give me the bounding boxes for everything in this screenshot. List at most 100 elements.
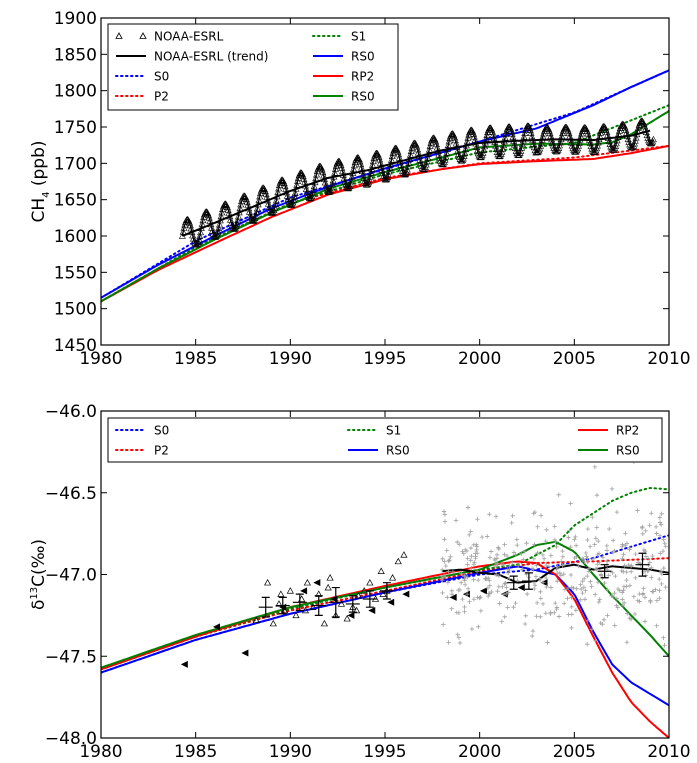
data-point	[633, 575, 638, 581]
y-tick-label: −47.0	[45, 566, 97, 586]
data-point	[346, 180, 354, 187]
data-point	[256, 192, 264, 200]
data-point	[583, 588, 588, 593]
data-point	[457, 542, 462, 547]
data-point	[659, 581, 664, 587]
data-point	[495, 562, 500, 568]
data-point	[535, 524, 540, 529]
data-point	[254, 200, 262, 208]
data-point	[451, 136, 459, 144]
data-point	[654, 598, 660, 603]
data-point	[335, 157, 343, 165]
data-point	[614, 509, 620, 515]
data-point	[340, 174, 348, 182]
data-point	[402, 590, 410, 598]
data-point	[436, 157, 444, 164]
data-point	[387, 160, 395, 167]
series-obs-left-triangles-8	[180, 579, 548, 668]
data-point	[606, 140, 614, 148]
error-bar	[597, 564, 612, 579]
data-point	[492, 145, 500, 152]
data-point	[397, 161, 405, 168]
data-point	[604, 543, 610, 549]
x-tick-label: 1990	[269, 742, 312, 762]
data-point	[642, 595, 648, 600]
data-point	[458, 580, 464, 585]
legend-swatch	[139, 32, 147, 39]
data-point	[214, 228, 222, 235]
data-point	[465, 505, 471, 510]
data-point	[227, 216, 235, 223]
data-point	[475, 595, 480, 600]
data-point	[442, 512, 448, 517]
data-point	[516, 563, 521, 568]
data-point	[623, 129, 631, 136]
data-point	[654, 623, 659, 628]
data-point	[568, 501, 573, 506]
data-point	[440, 622, 446, 627]
x-tick-label: 2000	[458, 349, 501, 369]
data-point	[594, 492, 600, 498]
data-point	[657, 533, 663, 538]
data-point	[456, 635, 462, 640]
data-point	[602, 126, 610, 133]
data-point	[576, 136, 584, 143]
legend-label: S1	[386, 424, 401, 438]
data-point	[657, 515, 663, 520]
data-point	[595, 579, 601, 585]
data-point	[494, 556, 500, 561]
data-point	[476, 577, 481, 583]
legend-box	[107, 23, 399, 111]
data-point	[571, 585, 576, 591]
data-point	[470, 130, 478, 137]
data-point	[600, 621, 605, 627]
data-point	[283, 192, 291, 199]
data-point	[341, 178, 349, 185]
data-point	[500, 584, 505, 589]
data-point	[612, 623, 617, 628]
data-point	[310, 182, 318, 190]
data-point	[632, 611, 638, 617]
data-point	[479, 149, 487, 156]
series-rs0-5	[101, 540, 669, 669]
x-tick-label: 1985	[174, 349, 217, 369]
x-tick-label: 2010	[647, 742, 690, 762]
data-point	[649, 565, 654, 570]
data-point	[312, 174, 320, 182]
data-point	[472, 560, 477, 565]
data-point	[628, 144, 636, 151]
data-point	[379, 169, 387, 177]
data-point	[581, 576, 587, 581]
data-point	[649, 135, 657, 143]
data-point	[648, 598, 653, 603]
data-point	[571, 148, 579, 155]
data-point	[647, 523, 652, 528]
data-point	[463, 137, 471, 145]
legend-swatch	[115, 32, 123, 39]
data-point	[272, 197, 280, 204]
data-point	[624, 584, 629, 589]
data-point	[516, 149, 524, 156]
x-tick-label: 1995	[363, 349, 406, 369]
data-point	[650, 553, 655, 559]
data-point	[246, 211, 254, 218]
data-point	[406, 155, 414, 162]
data-point	[481, 139, 489, 146]
data-point	[568, 544, 573, 550]
data-point	[593, 536, 599, 541]
data-point	[523, 613, 528, 619]
data-point	[509, 520, 514, 526]
data-point	[546, 564, 552, 569]
data-point	[488, 126, 496, 133]
data-point	[439, 574, 445, 580]
data-point	[328, 180, 336, 188]
data-point	[388, 152, 396, 159]
data-point	[443, 149, 451, 156]
data-point	[613, 136, 621, 144]
data-point	[196, 232, 204, 239]
data-point	[273, 192, 281, 200]
legend-label: RS0	[351, 50, 375, 64]
data-point	[448, 554, 453, 559]
data-point	[631, 594, 637, 599]
legend-label: RP2	[616, 424, 639, 438]
